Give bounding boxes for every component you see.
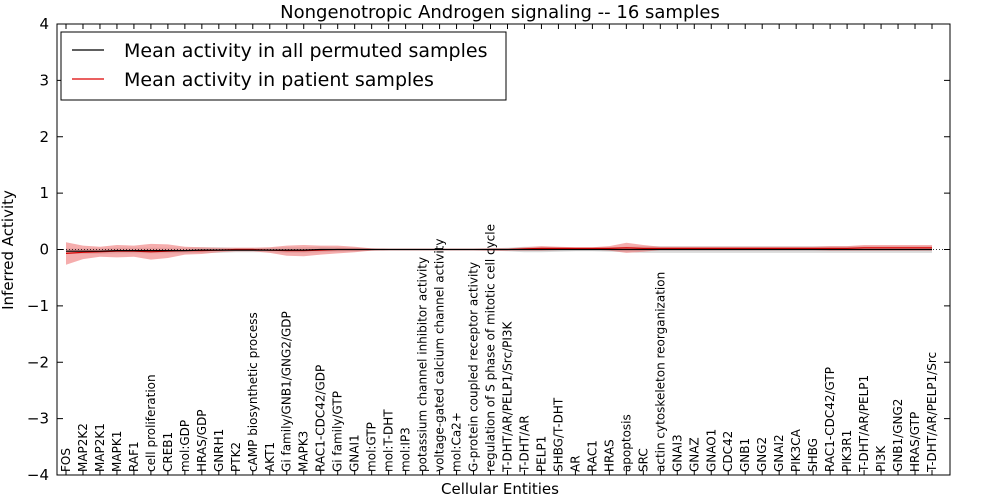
x-tick-label: PI3K [874, 445, 888, 472]
x-tick-label: mol:IP3 [399, 427, 413, 472]
y-tick-label: 3 [39, 71, 49, 89]
x-tick-label: HRAS [602, 439, 616, 472]
x-tick-label: RAC1 [585, 440, 599, 472]
legend: Mean activity in all permuted samples Me… [60, 31, 507, 101]
x-tick-label: cell proliferation [144, 374, 158, 472]
x-tick-label: voltage-gated calcium channel activity [433, 239, 447, 473]
y-tick-label: −1 [27, 297, 49, 315]
x-tick-label: SHBG [806, 438, 820, 472]
x-tick-label: HRAS/GDP [195, 409, 209, 472]
x-tick-label: FOS [59, 448, 73, 472]
x-tick-label: RAC1-CDC42/GDP [314, 365, 328, 472]
y-tick-label: −4 [27, 466, 49, 484]
x-tick-label: PIK3R1 [840, 430, 854, 472]
x-tick-label: GNAI1 [348, 434, 362, 472]
legend-box [60, 31, 507, 101]
x-axis-label: Cellular Entities [441, 480, 559, 498]
x-tick-label: regulation of S phase of mitotic cell cy… [484, 224, 498, 472]
x-tick-label: GNG2 [755, 437, 769, 472]
y-tick-label: 4 [39, 15, 49, 33]
x-tick-label: G-protein coupled receptor activity [467, 262, 481, 472]
x-tick-label: MAPK3 [297, 431, 311, 472]
y-axis-label: Inferred Activity [0, 190, 17, 310]
x-tick-label: cAMP biosynthetic process [246, 312, 260, 472]
x-tick-label: GNAI3 [670, 434, 684, 472]
y-tick-label: 0 [39, 241, 49, 259]
x-tick-label: GNAO1 [704, 429, 718, 472]
plot-frame [56, 23, 951, 476]
x-tick-label: potassium channel inhibitor activity [416, 257, 430, 472]
x-tick-label: mol:T-DHT [382, 409, 396, 472]
x-tick-label: RAC1-CDC42/GTP [823, 367, 837, 472]
x-tick-label: T-DHT/AR/PELP1/Src/PI3K [501, 320, 515, 473]
x-tick-label: GNAZ [687, 437, 701, 472]
y-tick-label: −3 [27, 410, 49, 428]
x-tick-label: mol:Ca2+ [450, 412, 464, 472]
x-tick-label: GNRH1 [212, 429, 226, 472]
x-tick-label: mol:GTP [365, 422, 379, 472]
x-tick-label: T-DHT/AR [518, 415, 532, 473]
x-tick-label: T-DHT/AR/PELP1/Src [925, 352, 939, 473]
y-tick-label: 1 [39, 184, 49, 202]
x-tick-label: GNB1/GNG2 [891, 399, 905, 472]
y-tick-label: 2 [39, 128, 49, 146]
x-tick-label: SHBG/T-DHT [551, 397, 565, 472]
x-tick-label: apoptosis [619, 414, 633, 472]
x-tick-label: MAP2K1 [93, 423, 107, 472]
x-tick-label: actin cytoskeleton reorganization [653, 272, 667, 472]
x-tick-label: MAP2K2 [76, 423, 90, 472]
x-tick-label: RAF1 [127, 441, 141, 472]
chart-title: Nongenotropic Androgen signaling -- 16 s… [280, 2, 720, 23]
x-tick-label: SRC [636, 448, 650, 472]
x-tick-label: MAPK1 [110, 431, 124, 472]
x-tick-label: CREB1 [161, 432, 175, 472]
x-tick-label: mol:GDP [178, 420, 192, 472]
x-tick-label: PTK2 [229, 442, 243, 472]
x-tick-label: CDC42 [721, 431, 735, 472]
legend-label-patient: Mean activity in patient samples [124, 69, 434, 91]
legend-label-permuted: Mean activity in all permuted samples [124, 40, 487, 62]
x-tick-label: AR [568, 455, 582, 472]
x-tick-label: T-DHT/AR/PELP1 [857, 375, 871, 473]
series-line-permuted [66, 248, 932, 252]
x-tick-label: Gi family/GNB1/GNG2/GDP [280, 311, 294, 472]
x-tick-label: PIK3CA [789, 428, 803, 472]
x-tick-label: GNAI2 [772, 434, 786, 472]
x-tick-label: GNB1 [738, 438, 752, 472]
y-tick-label: −2 [27, 353, 49, 371]
x-tick-label: AKT1 [263, 442, 277, 472]
x-tick-label: PELP1 [535, 436, 549, 472]
x-tick-label: HRAS/GTP [908, 412, 922, 472]
x-tick-label: Gi family/GTP [331, 391, 345, 472]
